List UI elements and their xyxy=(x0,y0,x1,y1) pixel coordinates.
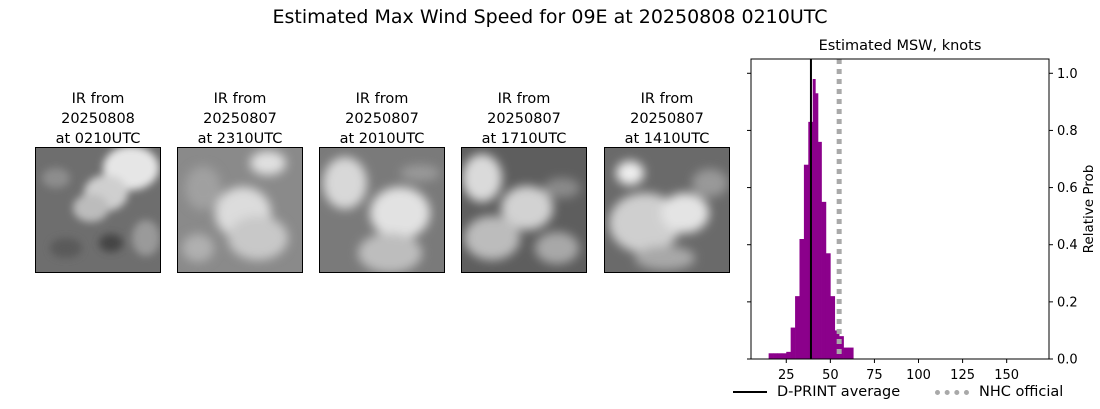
x-tick-label: 50 xyxy=(822,368,839,383)
ir-panel-3: IR from 20250807 at 2010UTC xyxy=(319,89,445,273)
histogram-bar xyxy=(812,79,816,359)
y-tick-label: 0.0 xyxy=(1057,353,1078,368)
x-tick-label: 125 xyxy=(950,368,975,383)
ir-panel-caption: IR from 20250807 at 1410UTC xyxy=(604,89,730,147)
histogram-bar xyxy=(843,347,849,359)
ir-satellite-image xyxy=(177,147,303,273)
legend-swatch-solid xyxy=(733,391,767,393)
ir-satellite-image xyxy=(35,147,161,273)
y-tick-label: 0.2 xyxy=(1057,295,1078,310)
histogram-bar xyxy=(799,239,805,359)
y-axis-label: Relative Prob xyxy=(1081,165,1097,254)
caption-line: 20250808 xyxy=(61,111,135,127)
ir-panel-caption: IR from 20250807 at 2010UTC xyxy=(319,89,445,147)
caption-line: 20250807 xyxy=(345,111,419,127)
x-tick-label: 100 xyxy=(906,368,931,383)
caption-line: 20250807 xyxy=(630,111,704,127)
ir-panel-4: IR from 20250807 at 1710UTC xyxy=(461,89,587,273)
ir-panel-caption: IR from 20250807 at 2310UTC xyxy=(177,89,303,147)
ir-panel-caption: IR from 20250808 at 0210UTC xyxy=(35,89,161,147)
caption-line: IR from xyxy=(497,91,551,107)
legend-entry-dprint: D-PRINT average xyxy=(733,384,900,400)
legend-swatch-dotted xyxy=(935,389,969,395)
histogram-bar xyxy=(777,353,783,359)
histogram-bar xyxy=(847,347,854,359)
caption-line: 20250807 xyxy=(203,111,277,127)
caption-line: at 2010UTC xyxy=(339,131,425,147)
histogram-bar xyxy=(815,93,819,360)
ir-panel-2: IR from 20250807 at 2310UTC xyxy=(177,89,303,273)
caption-line: IR from xyxy=(71,91,125,107)
y-tick-label: 0.6 xyxy=(1057,181,1078,196)
plot-frame xyxy=(750,58,1050,360)
ir-satellite-image xyxy=(604,147,730,273)
caption-line: at 2310UTC xyxy=(197,131,283,147)
y-tick-label: 0.8 xyxy=(1057,124,1078,139)
ir-panel-caption: IR from 20250807 at 1710UTC xyxy=(461,89,587,147)
caption-line: IR from xyxy=(355,91,409,107)
caption-line: 20250807 xyxy=(487,111,561,127)
histogram-bar xyxy=(786,351,791,359)
caption-line: at 0210UTC xyxy=(55,131,141,147)
legend-label: D-PRINT average xyxy=(777,384,901,400)
caption-line: IR from xyxy=(640,91,694,107)
chart-title: Estimated MSW, knots xyxy=(819,38,982,54)
histogram-bar xyxy=(834,330,840,359)
histogram-bar xyxy=(768,353,774,359)
histogram-bar xyxy=(795,296,800,359)
histogram-bar xyxy=(803,164,809,359)
histogram-bar xyxy=(790,327,796,359)
histogram-bar xyxy=(830,296,836,359)
ir-satellite-image xyxy=(319,147,445,273)
y-tick-label: 0.4 xyxy=(1057,238,1078,253)
caption-line: at 1410UTC xyxy=(624,131,710,147)
histogram-bar xyxy=(773,353,778,359)
legend-entry-nhc: NHC official xyxy=(935,384,1063,400)
histogram-bar xyxy=(818,141,822,359)
histogram-bar xyxy=(825,253,831,359)
caption-line: IR from xyxy=(213,91,267,107)
histogram-bar xyxy=(821,201,827,359)
x-tick-label: 75 xyxy=(866,368,883,383)
legend-label: NHC official xyxy=(979,384,1064,400)
x-tick-label: 150 xyxy=(994,368,1019,383)
x-tick-label: 25 xyxy=(778,368,795,383)
ir-satellite-image xyxy=(461,147,587,273)
caption-line: at 1710UTC xyxy=(481,131,567,147)
ir-panel-1: IR from 20250808 at 0210UTC xyxy=(35,89,161,273)
histogram-bar xyxy=(839,336,844,359)
histogram-bar xyxy=(781,353,787,359)
y-tick-label: 1.0 xyxy=(1057,67,1078,82)
ir-panel-5: IR from 20250807 at 1410UTC xyxy=(604,89,730,273)
figure-title: Estimated Max Wind Speed for 09E at 2025… xyxy=(272,6,828,28)
